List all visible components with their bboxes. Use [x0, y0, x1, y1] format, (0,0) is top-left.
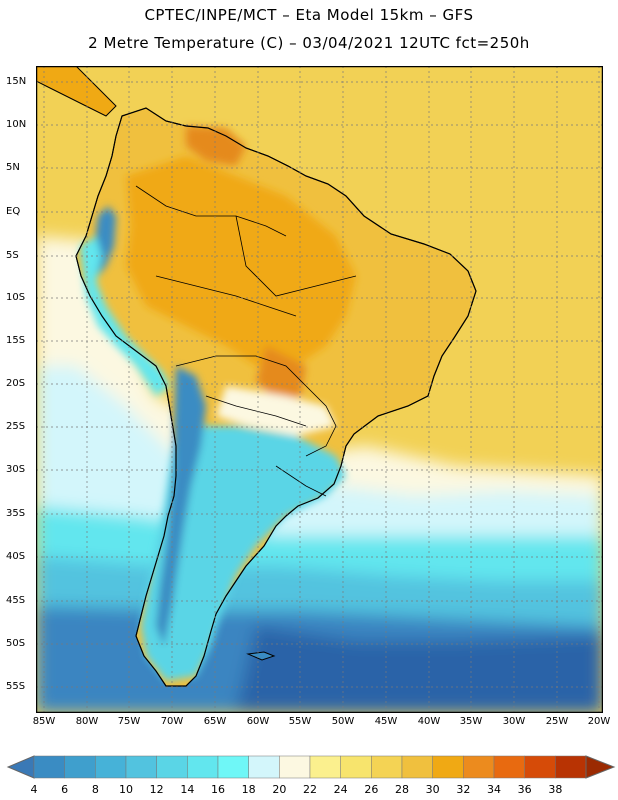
colorbar-cell	[524, 755, 556, 779]
lat-label: 45S	[6, 595, 26, 606]
colorbar-cell	[340, 755, 372, 779]
colorbar-cell	[463, 755, 495, 779]
lon-label: 85W	[32, 716, 56, 727]
lat-label: EQ	[6, 206, 21, 217]
andes-cool-strip	[80, 236, 170, 396]
central-america-land	[36, 66, 117, 117]
lat-label: 5S	[6, 250, 19, 261]
lat-label: 35S	[6, 508, 26, 519]
colorbar-tick-label: 12	[149, 783, 164, 796]
colorbar-cell	[432, 755, 464, 779]
temperature-map	[36, 66, 603, 713]
colorbar-tick-label: 28	[395, 783, 409, 796]
colorbar-tick-label: 18	[241, 783, 256, 796]
colorbar-tick-label: 20	[272, 783, 287, 796]
colorbar-tick-label: 14	[180, 783, 195, 796]
lon-label: 30W	[502, 716, 526, 727]
land-very-hot-region	[186, 126, 246, 166]
colorbar-tick-label: 38	[548, 783, 563, 796]
colorbar-tick-label: 32	[456, 783, 471, 796]
lat-label: 5N	[6, 162, 20, 173]
andes-cold-ridge-south	[156, 366, 206, 646]
colorbar-cell	[401, 755, 433, 779]
lat-label: 20S	[6, 378, 26, 389]
colorbar-cell	[248, 755, 280, 779]
lon-label: 70W	[160, 716, 184, 727]
colorbar-cell	[371, 755, 403, 779]
lon-label: 25W	[545, 716, 569, 727]
lat-label: 15N	[6, 76, 27, 87]
lat-label: 10S	[6, 292, 26, 303]
colorbar-tick-label: 6	[61, 783, 69, 796]
colorbar-cell	[279, 755, 311, 779]
land-hot-region	[126, 156, 356, 366]
lon-label: 80W	[75, 716, 99, 727]
lon-label: 60W	[246, 716, 270, 727]
chart-title-line-1: CPTEC/INPE/MCT – Eta Model 15km – GFS	[144, 6, 474, 24]
lat-label: 10N	[6, 119, 27, 130]
ocean-coldest-band	[236, 626, 603, 713]
colorbar-cell	[309, 755, 341, 779]
colorbar-arrow-right	[585, 755, 616, 779]
colorbar-cell	[125, 755, 157, 779]
colorbar-tick-label: 10	[119, 783, 133, 796]
falkland-islands	[246, 651, 276, 661]
colorbar-cell	[33, 755, 65, 779]
colorbar-tick-label: 8	[91, 783, 99, 796]
colorbar-tick-label: 26	[364, 783, 379, 796]
colorbar-tick-label: 4	[30, 783, 38, 796]
lon-label: 40W	[417, 716, 441, 727]
colorbar-arrow-left	[6, 755, 35, 779]
lat-label: 40S	[6, 551, 26, 562]
lat-label: 25S	[6, 421, 26, 432]
lon-label: 35W	[459, 716, 483, 727]
map-frame	[36, 66, 603, 713]
colorbar-cell	[187, 755, 219, 779]
colorbar-cell	[555, 755, 587, 779]
colorbar-tick-label: 22	[303, 783, 317, 796]
colorbar	[6, 755, 616, 779]
colorbar-tick-label: 30	[425, 783, 440, 796]
lon-label: 75W	[117, 716, 141, 727]
lon-label: 20W	[587, 716, 611, 727]
colorbar-tick-label: 36	[517, 783, 532, 796]
lat-label: 30S	[6, 464, 26, 475]
country-borders	[135, 185, 357, 497]
colorbar-tick-label: 34	[487, 783, 501, 796]
lat-label: 55S	[6, 681, 26, 692]
colorbar-cell	[493, 755, 525, 779]
lat-label: 15S	[6, 335, 26, 346]
colorbar-cell	[156, 755, 188, 779]
lon-label: 50W	[331, 716, 355, 727]
land-cool-region	[141, 426, 346, 681]
colorbar-cell	[95, 755, 127, 779]
colorbar-cell	[217, 755, 249, 779]
colorbar-tick-label: 24	[333, 783, 348, 796]
land-mild-region	[216, 386, 336, 436]
lon-label: 45W	[374, 716, 398, 727]
colorbar-cell	[64, 755, 96, 779]
chart-title-line-2: 2 Metre Temperature (C) – 03/04/2021 12U…	[88, 34, 530, 52]
lat-label: 50S	[6, 638, 26, 649]
lon-label: 55W	[288, 716, 312, 727]
colorbar-tick-label: 16	[211, 783, 225, 796]
lon-label: 65W	[203, 716, 227, 727]
